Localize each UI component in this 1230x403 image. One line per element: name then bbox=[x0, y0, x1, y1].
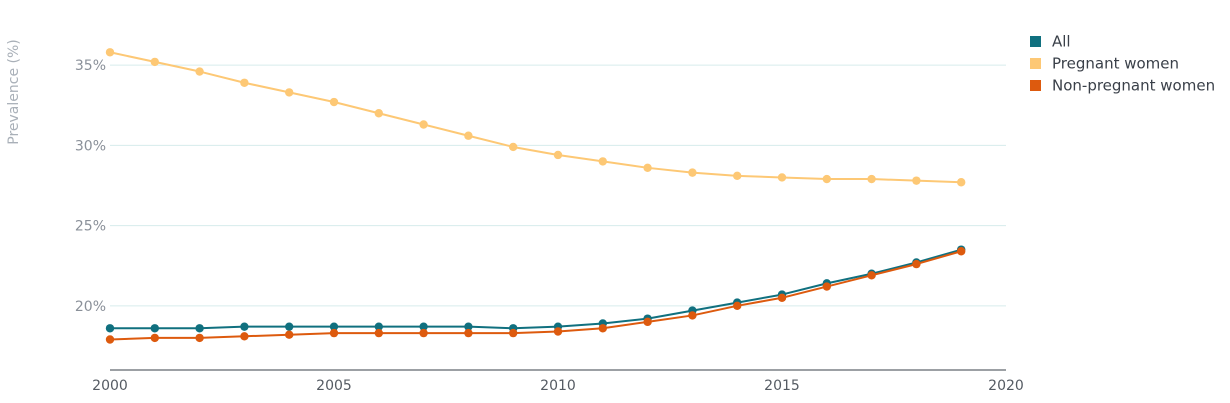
data-point[interactable] bbox=[777, 293, 787, 302]
data-point[interactable] bbox=[195, 333, 204, 343]
series-all bbox=[105, 245, 966, 333]
data-point[interactable] bbox=[150, 324, 159, 333]
legend-label: Pregnant women bbox=[1052, 55, 1179, 73]
legend[interactable]: All Pregnant women Non-pregnant women bbox=[1030, 33, 1215, 95]
data-point[interactable] bbox=[733, 171, 742, 181]
data-point[interactable] bbox=[957, 247, 966, 256]
data-point[interactable] bbox=[912, 259, 921, 269]
data-point[interactable] bbox=[195, 67, 204, 76]
legend-swatch bbox=[1030, 58, 1041, 69]
data-point[interactable] bbox=[285, 330, 294, 339]
y-tick-label: 25% bbox=[75, 219, 106, 235]
series-pregnant-women bbox=[105, 48, 966, 187]
data-point[interactable] bbox=[822, 174, 831, 184]
data-point[interactable] bbox=[553, 150, 563, 160]
legend-label: Non-pregnant women bbox=[1052, 77, 1215, 95]
data-point[interactable] bbox=[285, 88, 294, 97]
data-point[interactable] bbox=[509, 328, 518, 338]
x-tick-label: 2010 bbox=[540, 378, 576, 394]
data-point[interactable] bbox=[105, 48, 115, 57]
y-tick-label: 20% bbox=[75, 299, 106, 315]
data-point[interactable] bbox=[688, 311, 697, 320]
gridlines bbox=[110, 64, 1006, 307]
data-point[interactable] bbox=[688, 168, 697, 177]
data-point[interactable] bbox=[419, 120, 428, 129]
data-point[interactable] bbox=[733, 301, 742, 311]
data-point[interactable] bbox=[195, 324, 204, 333]
series-line bbox=[109, 250, 962, 341]
data-point[interactable] bbox=[464, 328, 473, 338]
data-point[interactable] bbox=[643, 163, 652, 173]
data-point[interactable] bbox=[150, 333, 159, 343]
data-point[interactable] bbox=[419, 328, 428, 338]
data-point[interactable] bbox=[777, 173, 787, 182]
legend-label: All bbox=[1052, 33, 1071, 51]
data-point[interactable] bbox=[419, 322, 428, 331]
data-point[interactable] bbox=[464, 322, 473, 331]
data-point[interactable] bbox=[822, 282, 831, 291]
data-point[interactable] bbox=[329, 328, 339, 338]
data-point[interactable] bbox=[867, 271, 876, 280]
series-line bbox=[109, 51, 962, 184]
data-point[interactable] bbox=[240, 322, 249, 331]
data-point[interactable] bbox=[105, 324, 115, 333]
data-point[interactable] bbox=[509, 142, 518, 152]
legend-swatch bbox=[1030, 36, 1041, 47]
data-point[interactable] bbox=[240, 332, 249, 341]
y-tick-label: 30% bbox=[75, 138, 106, 154]
data-point[interactable] bbox=[105, 335, 115, 344]
legend-item[interactable]: Non-pregnant women bbox=[1030, 77, 1215, 95]
data-point[interactable] bbox=[957, 178, 966, 187]
data-point[interactable] bbox=[150, 57, 159, 67]
series-layer bbox=[105, 48, 966, 344]
data-point[interactable] bbox=[329, 322, 339, 331]
legend-item[interactable]: All bbox=[1030, 33, 1071, 51]
data-point[interactable] bbox=[598, 157, 607, 166]
data-point[interactable] bbox=[867, 174, 876, 184]
legend-swatch bbox=[1030, 80, 1041, 91]
data-point[interactable] bbox=[912, 176, 921, 185]
x-tick-label: 2005 bbox=[316, 378, 352, 394]
data-point[interactable] bbox=[374, 109, 383, 118]
y-axis-label: Prevalence (%) bbox=[6, 39, 22, 145]
series-line bbox=[110, 248, 962, 330]
x-tick-label: 2020 bbox=[988, 378, 1024, 394]
data-point[interactable] bbox=[374, 322, 383, 331]
data-point[interactable] bbox=[329, 97, 339, 107]
data-point[interactable] bbox=[553, 327, 563, 336]
x-tick-label: 2015 bbox=[764, 378, 800, 394]
x-tick-label: 2000 bbox=[92, 378, 128, 394]
series-non-pregnant-women bbox=[105, 247, 966, 344]
data-point[interactable] bbox=[240, 78, 249, 87]
y-tick-label: 35% bbox=[75, 58, 106, 74]
data-point[interactable] bbox=[464, 131, 473, 140]
axes: 20% 25% 30% 35% 2000 2005 2010 2015 2020 Prevalen… bbox=[6, 39, 1024, 394]
data-point[interactable] bbox=[285, 322, 294, 331]
data-point[interactable] bbox=[643, 317, 652, 327]
legend-item[interactable]: Pregnant women bbox=[1030, 55, 1179, 73]
data-point[interactable] bbox=[598, 324, 607, 333]
data-point[interactable] bbox=[374, 328, 383, 338]
